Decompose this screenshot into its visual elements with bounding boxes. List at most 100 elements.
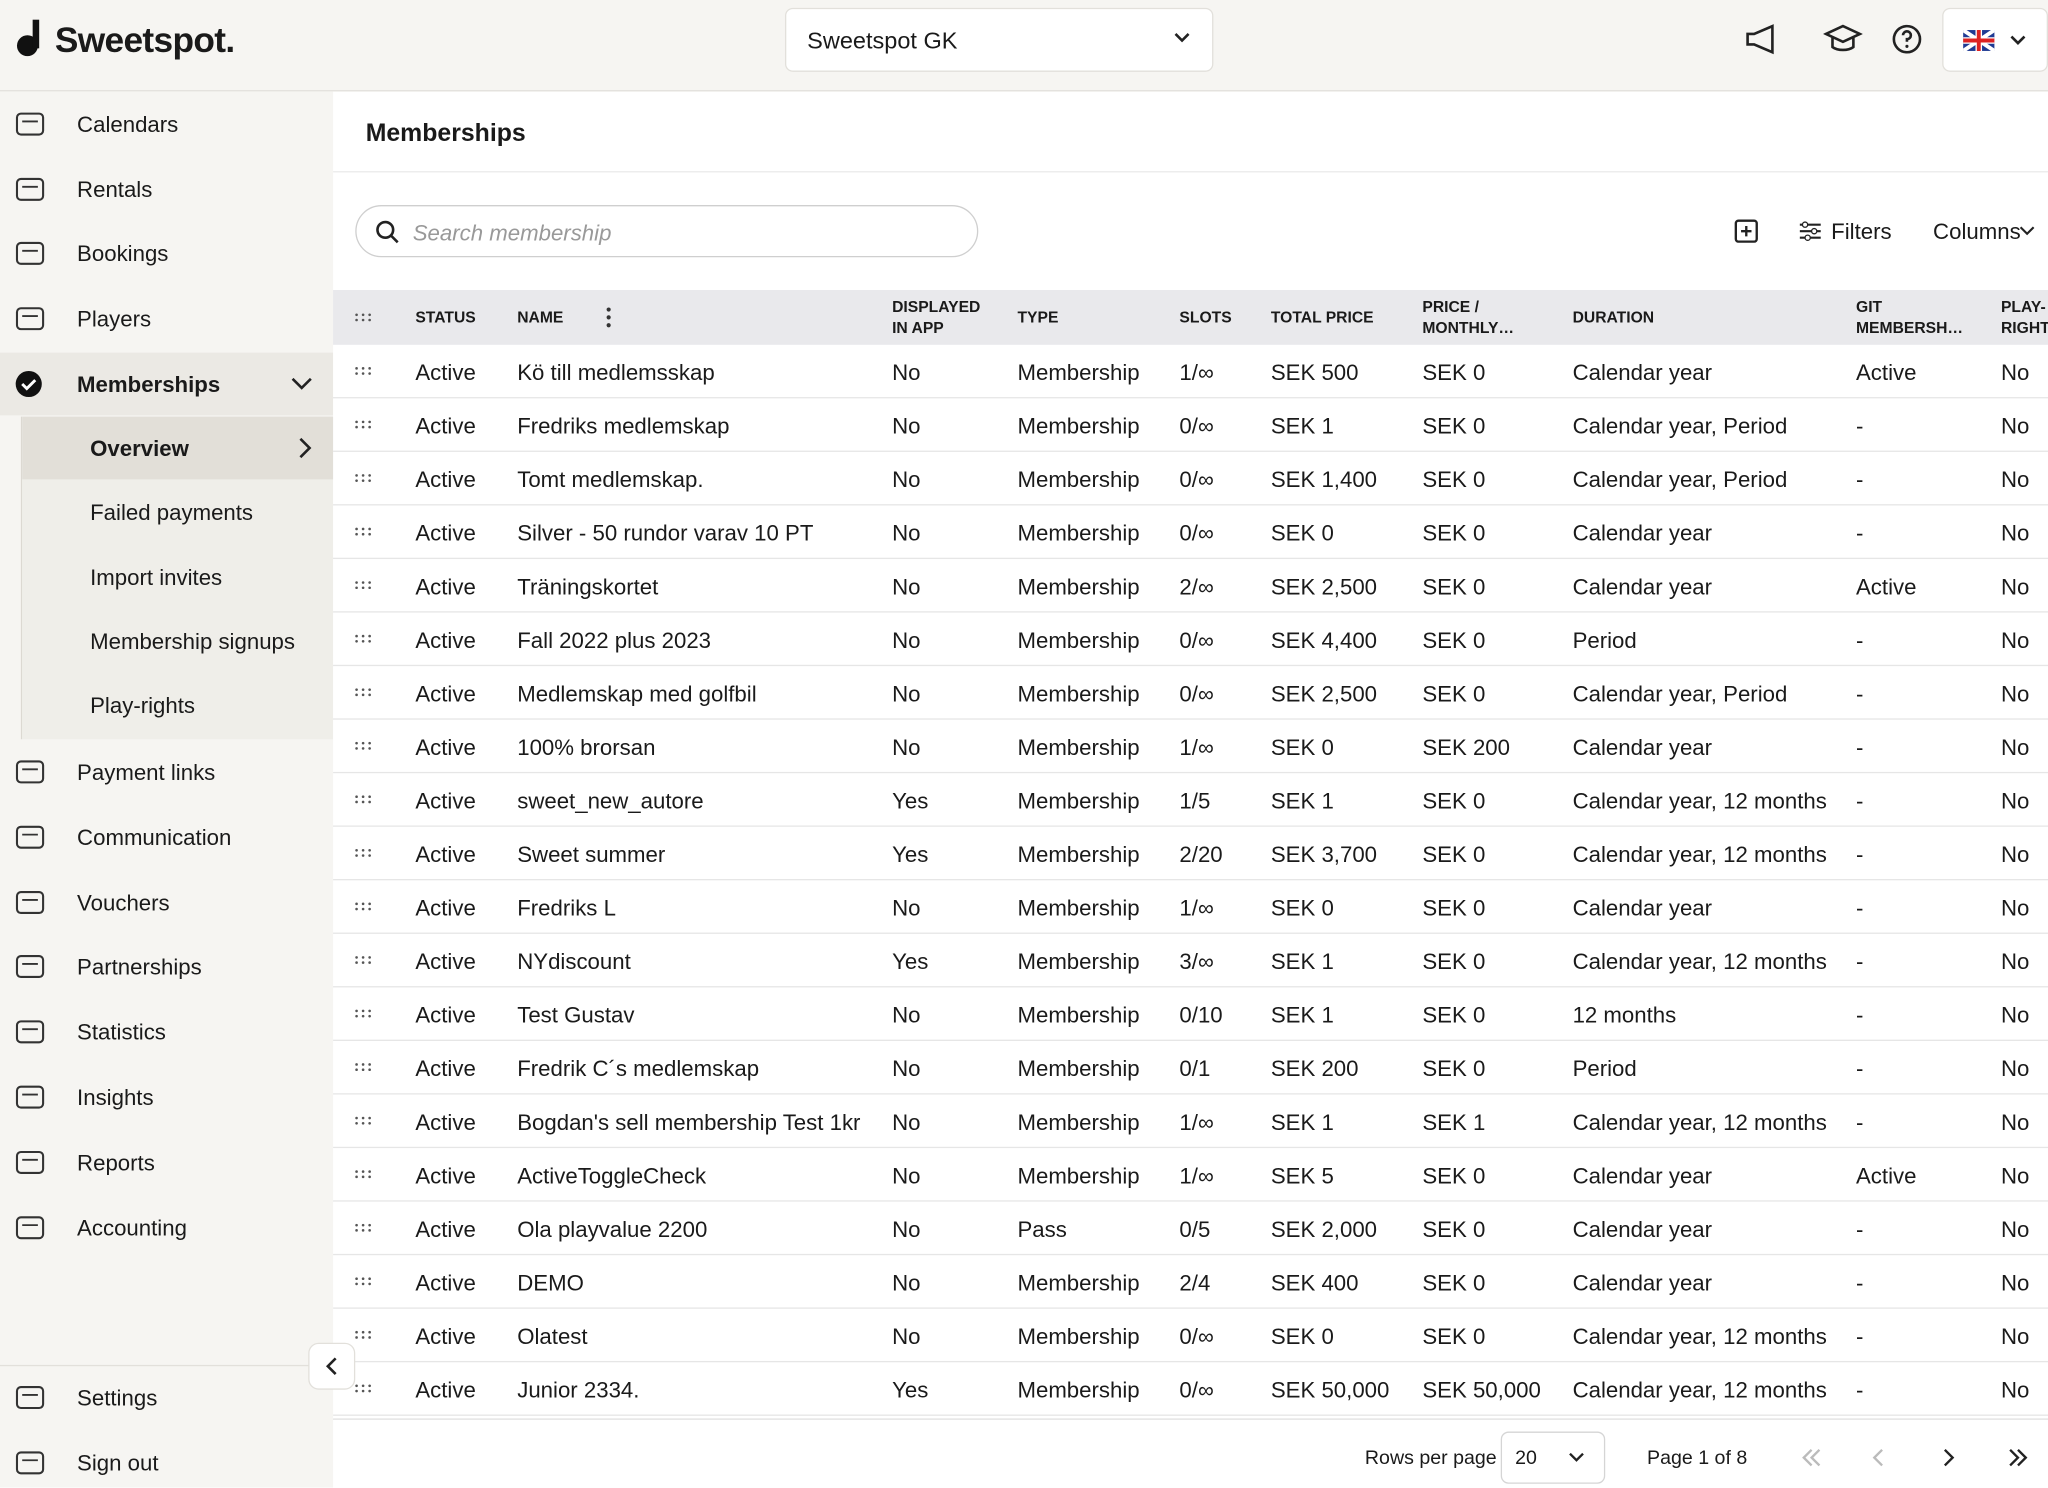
table-row[interactable]: ActiveFredrik C´s medlemskapNoMembership… [333, 1041, 2048, 1095]
nav-item[interactable]: Settings [0, 1366, 333, 1429]
club-select[interactable]: Sweetspot GK [785, 8, 1213, 72]
column-header[interactable]: NAME [517, 307, 778, 328]
column-menu[interactable] [605, 307, 613, 328]
column-header[interactable]: STATUS [415, 307, 506, 328]
column-header[interactable]: DISPLAYED IN APP [892, 296, 996, 338]
nav-item[interactable]: Partnerships [0, 936, 333, 999]
drag-handle[interactable] [354, 526, 372, 536]
submenu-item[interactable]: Membership signups [0, 610, 333, 673]
table-row[interactable]: ActiveSweet summerYesMembership2/20SEK 3… [333, 827, 2048, 881]
drag-handle[interactable] [354, 1223, 372, 1233]
nav-item[interactable]: Accounting [0, 1196, 333, 1259]
column-header[interactable]: GIT MEMBERSH… [1856, 296, 1974, 338]
drag-handle[interactable] [354, 687, 372, 697]
column-header[interactable]: PRICE / MONTHLY… [1422, 296, 1526, 338]
table-row[interactable]: ActiveMedlemskap med golfbilNoMembership… [333, 666, 2048, 720]
drag-handle[interactable] [354, 312, 372, 322]
table-row[interactable]: ActiveKö till medlemsskapNoMembership1/∞… [333, 345, 2048, 399]
submenu-item-active[interactable]: Overview [22, 417, 333, 480]
table-cell: SEK 0 [1422, 1003, 1485, 1029]
table-row[interactable]: ActiveTest GustavNoMembership0/10SEK 1SE… [333, 987, 2048, 1041]
drag-handle[interactable] [354, 1169, 372, 1179]
academy-button[interactable] [1823, 22, 1862, 56]
table-row[interactable]: ActiveFredriks LNoMembership1/∞SEK 0SEK … [333, 880, 2048, 934]
drag-handle[interactable] [354, 955, 372, 965]
nav-item[interactable]: Players [0, 287, 333, 350]
table-row[interactable]: ActiveOlatestNoMembership0/∞SEK 0SEK 0Ca… [333, 1309, 2048, 1363]
table-cell: No [892, 1324, 920, 1350]
drag-handle[interactable] [354, 741, 372, 751]
table-row[interactable]: Activesweet_new_autoreYesMembership1/5SE… [333, 773, 2048, 827]
table-row[interactable]: ActiveTomt medlemskap.NoMembership0/∞SEK… [333, 452, 2048, 506]
page-nav[interactable] [1796, 1445, 2038, 1471]
submenu-item[interactable]: Failed payments [0, 481, 333, 544]
rows-per-page-select[interactable]: 20 [1501, 1432, 1605, 1484]
nav-item[interactable]: Communication [0, 806, 333, 869]
nav-item[interactable]: Payment links [0, 741, 333, 804]
table-row[interactable]: ActiveFall 2022 plus 2023NoMembership0/∞… [333, 613, 2048, 667]
help-button[interactable] [1891, 24, 1922, 55]
table-row[interactable]: ActiveActiveToggleCheckNoMembership1/∞SE… [333, 1148, 2048, 1202]
drag-handle[interactable] [354, 1062, 372, 1072]
collapse-button[interactable] [308, 1343, 355, 1390]
table-cell: SEK 0 [1422, 1271, 1485, 1297]
nav-item[interactable]: Insights [0, 1066, 333, 1129]
submenu-item[interactable]: Import invites [0, 545, 333, 608]
table-cell: Period [1573, 628, 1637, 654]
drag-handle[interactable] [354, 580, 372, 590]
submenu-item[interactable]: Play-rights [0, 674, 333, 737]
nav-item[interactable]: Reports [0, 1131, 333, 1194]
drag-handle[interactable] [354, 1115, 372, 1125]
nav-item[interactable]: Sign out [0, 1431, 333, 1488]
drag-handle[interactable] [354, 794, 372, 804]
drag-handle[interactable] [354, 901, 372, 911]
drag-handle[interactable] [354, 1008, 372, 1018]
table-row[interactable]: Active100% brorsanNoMembership1/∞SEK 0SE… [333, 720, 2048, 774]
drag-handle[interactable] [354, 473, 372, 483]
column-header[interactable]: TYPE [1017, 307, 1161, 328]
drag-handle[interactable] [354, 419, 372, 429]
table-row[interactable]: ActiveNYdiscountYesMembership3/∞SEK 1SEK… [333, 934, 2048, 988]
nav-icon [13, 1081, 47, 1112]
drag-handle[interactable] [354, 1276, 372, 1286]
table-cell: 0/∞ [1179, 628, 1213, 654]
table-cell: 0/1 [1179, 1057, 1210, 1083]
search-box[interactable]: Search membership [355, 205, 978, 257]
table-cell: SEK 0 [1422, 575, 1485, 601]
announcement-button[interactable] [1744, 22, 1781, 56]
table-row[interactable]: ActiveJunior 2334.YesMembership0/∞SEK 50… [333, 1362, 2048, 1416]
nav-item-active[interactable]: Memberships [0, 353, 333, 416]
nav-item[interactable]: Statistics [0, 1001, 333, 1064]
language-select[interactable] [1942, 8, 2048, 72]
logo: Sweetspot. [55, 21, 235, 61]
table-row[interactable]: ActiveFredriks medlemskapNoMembership0/∞… [333, 398, 2048, 452]
rows-per-page-label: Rows per page [1365, 1447, 1497, 1469]
table-row[interactable]: ActiveBogdan's sell membership Test 1krN… [333, 1095, 2048, 1149]
column-header[interactable]: DURATION [1573, 307, 1834, 328]
drag-handle[interactable] [354, 366, 372, 376]
nav-item[interactable]: Vouchers [0, 871, 333, 934]
nav-item[interactable]: Rentals [0, 158, 333, 221]
column-header[interactable]: TOTAL PRICE [1271, 307, 1402, 328]
table-cell: SEK 0 [1422, 1217, 1485, 1243]
table-cell: DEMO [517, 1271, 584, 1297]
drag-handle[interactable] [354, 633, 372, 643]
table-row[interactable]: ActiveSilver - 50 rundor varav 10 PTNoMe… [333, 505, 2048, 559]
table-cell: 1/5 [1179, 789, 1210, 815]
nav-item[interactable]: Bookings [0, 223, 333, 286]
table-row[interactable]: ActiveTräningskortetNoMembership2/∞SEK 2… [333, 559, 2048, 613]
drag-handle[interactable] [354, 848, 372, 858]
table-row[interactable]: ActiveDEMONoMembership2/4SEK 400SEK 0Cal… [333, 1255, 2048, 1309]
column-header[interactable]: SLOTS [1179, 307, 1257, 328]
drag-handle[interactable] [354, 1383, 372, 1393]
table-cell: Calendar year, Period [1573, 682, 1788, 708]
filters-button[interactable]: Filters [1831, 219, 1891, 245]
columns-button[interactable]: Columns [1933, 219, 2021, 245]
table-cell: Calendar year, 12 months [1573, 950, 1827, 976]
nav-item[interactable]: Calendars [0, 93, 333, 156]
add-button[interactable] [1733, 218, 1759, 244]
drag-handle[interactable] [354, 1330, 372, 1340]
column-header[interactable]: PLAY-RIGHT [2001, 296, 2048, 338]
table-row[interactable]: ActiveOla playvalue 2200NoPass0/5SEK 2,0… [333, 1202, 2048, 1256]
nav-icon [13, 238, 47, 269]
